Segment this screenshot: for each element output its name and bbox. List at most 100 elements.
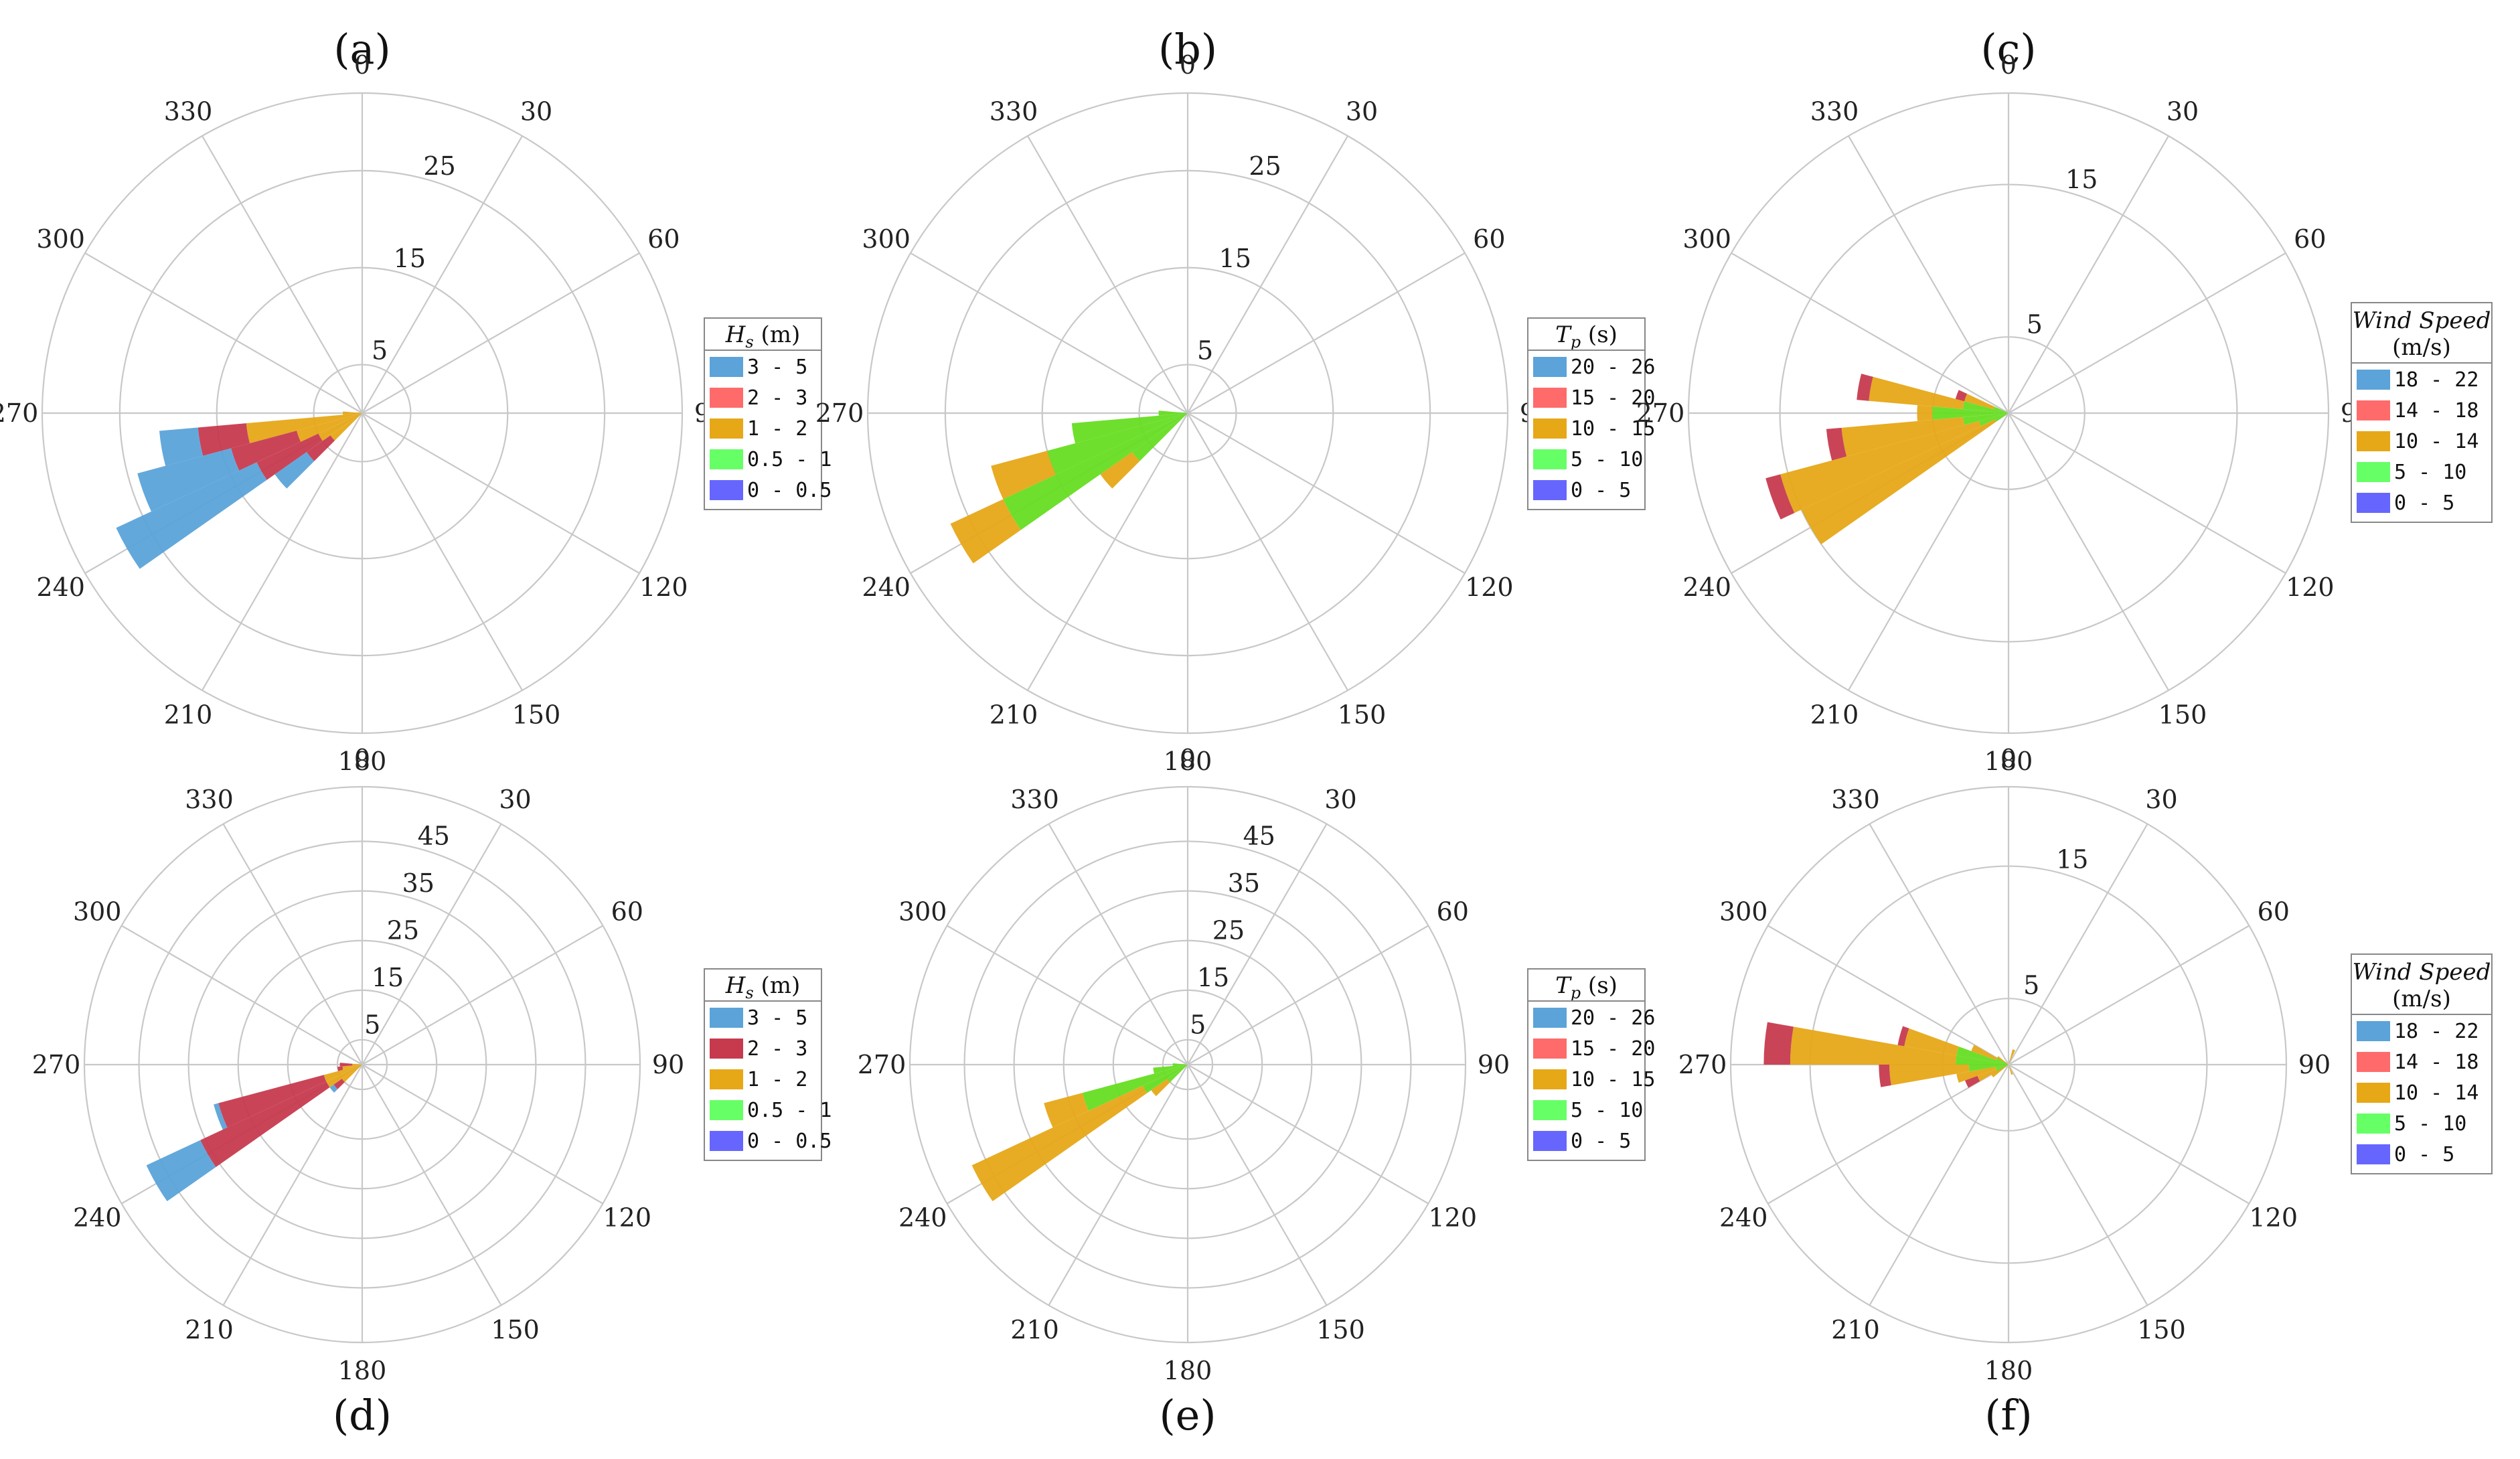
angle-tick-label: 60: [2294, 224, 2326, 254]
rose-bar: [231, 431, 301, 471]
rose-bar: [1082, 1065, 1188, 1111]
angle-tick-label: 120: [639, 572, 688, 602]
angle-tick-label: 120: [2286, 572, 2335, 602]
legend-unit: (m/s): [2392, 334, 2451, 361]
spoke-30: [2008, 824, 2148, 1065]
rose-bar: [1158, 410, 1188, 416]
legend-swatch: [1533, 1069, 1567, 1089]
rose-bar: [971, 1085, 1148, 1202]
legend-swatch: [1533, 357, 1567, 377]
spoke-150: [362, 412, 523, 691]
legend-label: 10 - 14: [2394, 430, 2478, 453]
legend-label: 0 - 5: [1571, 479, 1631, 502]
spoke-120: [2008, 412, 2286, 574]
rose-bar: [1765, 474, 1795, 520]
angle-tick-label: 330: [1810, 97, 1859, 127]
rose-bar: [200, 1081, 330, 1168]
rose-bar: [1047, 413, 1188, 475]
rose-bar: [198, 423, 250, 456]
rose-bar: [318, 413, 362, 441]
legend-title: Tp (s): [1555, 321, 1618, 352]
spoke-150: [362, 1064, 502, 1306]
rose-bar: [339, 1063, 353, 1067]
spoke-60: [1187, 925, 1429, 1065]
angle-tick-label: 60: [1473, 224, 1505, 254]
rose-bar: [341, 1065, 362, 1083]
angle-tick-label: 210: [1010, 1315, 1059, 1345]
legend-label: 3 - 5: [747, 356, 807, 379]
angle-tick-label: 0: [2000, 744, 2017, 773]
angle-tick-label: 240: [898, 1203, 947, 1233]
angle-tick-label: 120: [1429, 1203, 1478, 1233]
spoke-30: [362, 135, 523, 414]
radial-tick-label: 25: [1249, 151, 1281, 181]
rose-bar: [1167, 1065, 1188, 1083]
rose-bar: [1841, 416, 1965, 457]
angle-tick-label: 300: [1719, 897, 1768, 927]
rose-bar: [1889, 1065, 1970, 1085]
rose-bar: [1826, 427, 1847, 461]
angle-tick-label: 30: [1324, 785, 1356, 814]
spoke-330: [1027, 135, 1188, 414]
legend-label: 14 - 18: [2394, 1051, 2478, 1074]
legend-swatch: [710, 388, 743, 408]
legend-label: 18 - 22: [2394, 1020, 2478, 1043]
rose-bar: [1857, 374, 1873, 401]
rose-bar: [1962, 413, 2009, 425]
angle-tick-label: 60: [611, 897, 643, 927]
angle-tick-label: 330: [1010, 785, 1059, 814]
rose-bars: [1763, 1022, 2016, 1088]
spoke-150: [1187, 412, 1348, 691]
angle-tick-label: 0: [1180, 744, 1196, 773]
angle-tick-label: 300: [36, 224, 85, 254]
legend-swatch: [710, 480, 743, 500]
rose-bar: [1003, 413, 1188, 530]
angle-tick-label: 120: [603, 1203, 652, 1233]
spoke-330: [1848, 135, 2009, 414]
angle-tick-label: 270: [858, 1050, 907, 1079]
legend-title: Wind Speed: [2353, 959, 2491, 986]
angle-tick-label: 0: [1180, 50, 1196, 80]
radial-tick-label: 5: [372, 336, 388, 366]
legend-label: 15 - 20: [1571, 386, 1655, 410]
radial-tick-label: 5: [1197, 336, 1213, 366]
spoke-30: [1187, 824, 1328, 1065]
angle-tick-label: 120: [1465, 572, 1514, 602]
spoke-300: [84, 252, 363, 414]
rose-bar: [1131, 413, 1188, 461]
angle-tick-label: 300: [898, 897, 947, 927]
rose-panel-4: (e) 5 15 25 35 45 0 30 60 90 120 150 180 210 240 270 300…: [858, 744, 1656, 1440]
rose-bar: [1971, 1045, 1997, 1061]
spoke-30: [2008, 135, 2169, 414]
legend-label: 0 - 0.5: [747, 479, 832, 502]
angle-tick-label: 180: [1984, 1356, 2033, 1385]
radial-tick-label: 45: [418, 821, 450, 850]
panel-title: (c): [1980, 25, 2036, 74]
legend-title: Hs (m): [725, 321, 801, 352]
spoke-120: [1187, 412, 1466, 574]
radial-tick-label: 15: [394, 244, 426, 273]
legend-label: 10 - 14: [2394, 1081, 2478, 1105]
angle-tick-label: 270: [1636, 398, 1685, 428]
angle-tick-label: 90: [652, 1050, 684, 1079]
angle-tick-label: 150: [512, 700, 561, 729]
rose-bar: [2009, 1065, 2013, 1075]
legend-swatch: [2357, 431, 2390, 451]
rose-bar: [1790, 1026, 1957, 1065]
legend-title: Tp (s): [1555, 972, 1618, 1002]
legend-swatch: [1533, 1131, 1567, 1151]
rose-bar: [1977, 1069, 1997, 1081]
rose-bar: [2009, 1049, 2016, 1065]
spoke-300: [1731, 252, 2009, 414]
legend-swatch: [2357, 1052, 2390, 1072]
spoke-120: [362, 1064, 603, 1205]
rose-bar: [1956, 1046, 2009, 1065]
spoke-150: [1187, 1064, 1328, 1306]
radial-tick-label: 15: [372, 963, 404, 992]
angle-tick-label: 240: [36, 572, 85, 602]
rose-bars: [971, 1063, 1188, 1202]
rose-bar: [1962, 401, 2009, 413]
legend-label: 3 - 5: [747, 1006, 807, 1030]
angle-tick-label: 150: [2137, 1315, 2186, 1345]
rose-bar: [1991, 1065, 2009, 1078]
